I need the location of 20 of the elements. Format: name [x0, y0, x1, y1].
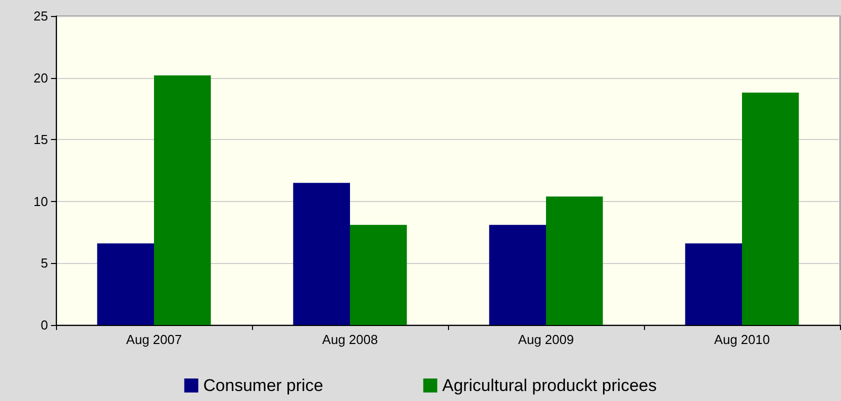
bar [489, 224, 546, 325]
x-tick-label: Aug 2010 [714, 332, 770, 347]
y-tick-label: 0 [40, 318, 48, 332]
legend-label: Consumer price [203, 376, 324, 395]
y-tick-label: 15 [34, 132, 48, 148]
y-tick-label: 25 [34, 8, 48, 24]
bar [350, 224, 407, 325]
y-tick-label: 5 [40, 256, 48, 271]
y-tick-label: 10 [34, 194, 48, 209]
bar [742, 92, 799, 325]
bar [154, 75, 211, 325]
x-tick-label: Aug 2008 [322, 332, 378, 347]
x-tick-label: Aug 2007 [126, 332, 182, 347]
bar [546, 196, 603, 325]
bar [97, 243, 154, 325]
bar [293, 182, 350, 325]
legend-label: Agricultural produckt pricees [442, 376, 657, 395]
x-tick-label: Aug 2009 [518, 332, 574, 347]
y-tick-label: 20 [34, 70, 48, 86]
bar [685, 243, 742, 325]
